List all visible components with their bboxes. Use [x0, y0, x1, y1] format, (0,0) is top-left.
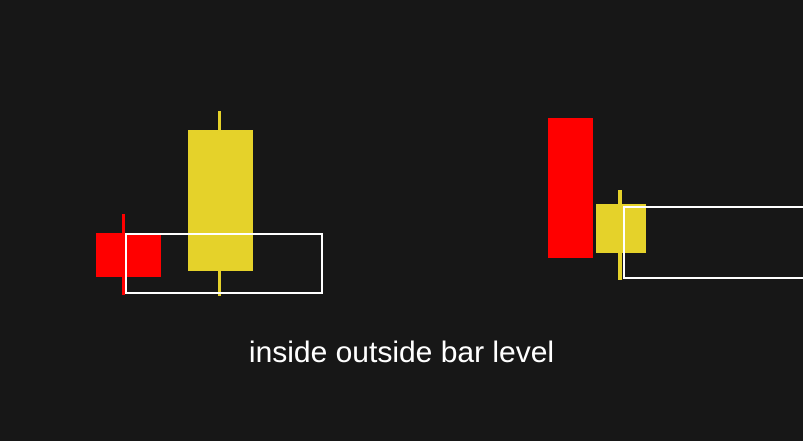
red-candle-large-body: [548, 118, 593, 258]
right-pattern: [548, 118, 803, 280]
yellow-candle-small-body: [596, 204, 646, 253]
level-box-right: [624, 207, 803, 278]
red-candle-wick: [122, 214, 125, 295]
left-pattern: [96, 111, 322, 296]
diagram-caption: inside outside bar level: [0, 336, 803, 370]
yellow-candle-large-body: [188, 130, 253, 271]
red-candle-small-body: [96, 233, 161, 277]
